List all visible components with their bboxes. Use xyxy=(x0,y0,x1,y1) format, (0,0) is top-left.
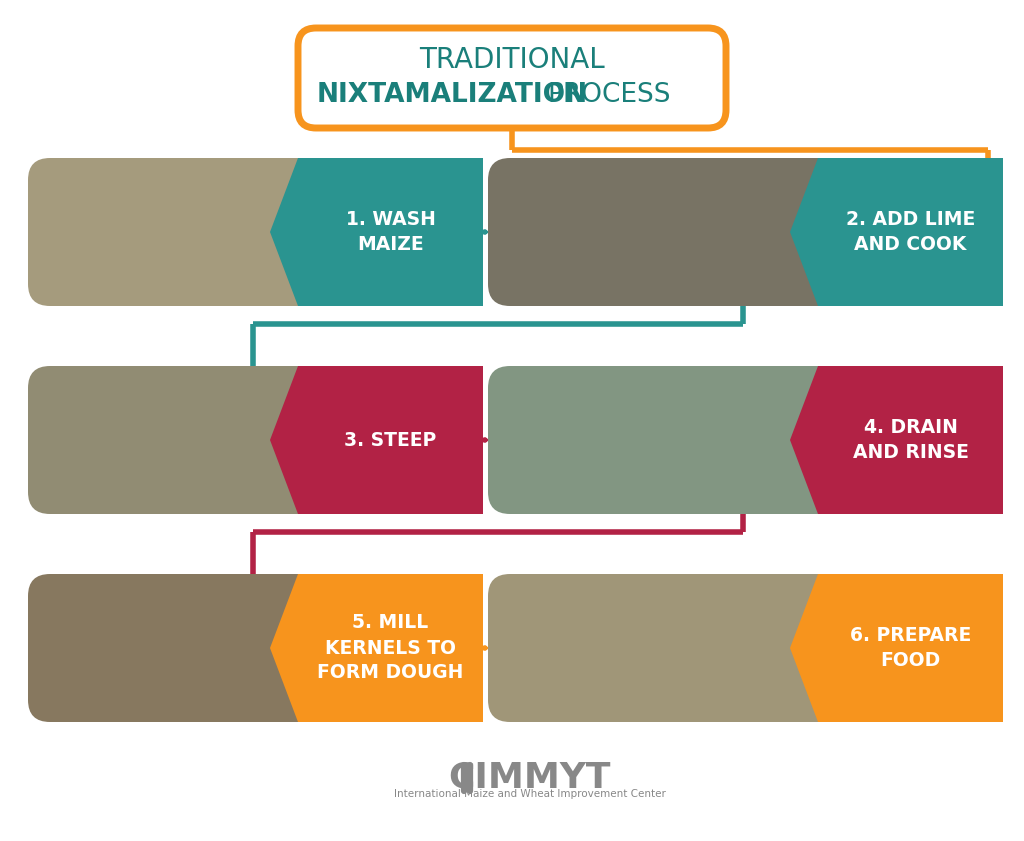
Text: NIXTAMALIZATION: NIXTAMALIZATION xyxy=(316,82,588,108)
FancyBboxPatch shape xyxy=(28,366,478,514)
FancyBboxPatch shape xyxy=(298,158,483,306)
Text: 3. STEEP: 3. STEEP xyxy=(344,431,436,449)
Polygon shape xyxy=(270,574,483,722)
FancyBboxPatch shape xyxy=(488,158,998,306)
FancyBboxPatch shape xyxy=(28,158,478,306)
FancyBboxPatch shape xyxy=(818,158,1002,306)
Text: 4. DRAIN
AND RINSE: 4. DRAIN AND RINSE xyxy=(853,418,969,462)
Text: 2. ADD LIME
AND COOK: 2. ADD LIME AND COOK xyxy=(846,210,975,254)
Text: PROCESS: PROCESS xyxy=(547,82,671,108)
Polygon shape xyxy=(270,158,483,306)
Text: 5. MILL
KERNELS TO
FORM DOUGH: 5. MILL KERNELS TO FORM DOUGH xyxy=(317,613,464,683)
Polygon shape xyxy=(790,574,1002,722)
FancyBboxPatch shape xyxy=(28,574,478,722)
FancyBboxPatch shape xyxy=(818,574,1002,722)
Text: International Maize and Wheat Improvement Center: International Maize and Wheat Improvemen… xyxy=(394,789,666,799)
FancyBboxPatch shape xyxy=(818,366,1002,514)
FancyBboxPatch shape xyxy=(298,574,483,722)
FancyBboxPatch shape xyxy=(488,574,998,722)
Text: CIMMYT: CIMMYT xyxy=(449,760,611,794)
FancyBboxPatch shape xyxy=(298,28,726,128)
FancyBboxPatch shape xyxy=(298,366,483,514)
Text: 6. PREPARE
FOOD: 6. PREPARE FOOD xyxy=(850,626,971,670)
Text: 1. WASH
MAIZE: 1. WASH MAIZE xyxy=(345,210,435,254)
FancyBboxPatch shape xyxy=(488,366,998,514)
Polygon shape xyxy=(790,158,1002,306)
Polygon shape xyxy=(790,366,1002,514)
Polygon shape xyxy=(270,366,483,514)
Text: TRADITIONAL: TRADITIONAL xyxy=(419,46,605,74)
